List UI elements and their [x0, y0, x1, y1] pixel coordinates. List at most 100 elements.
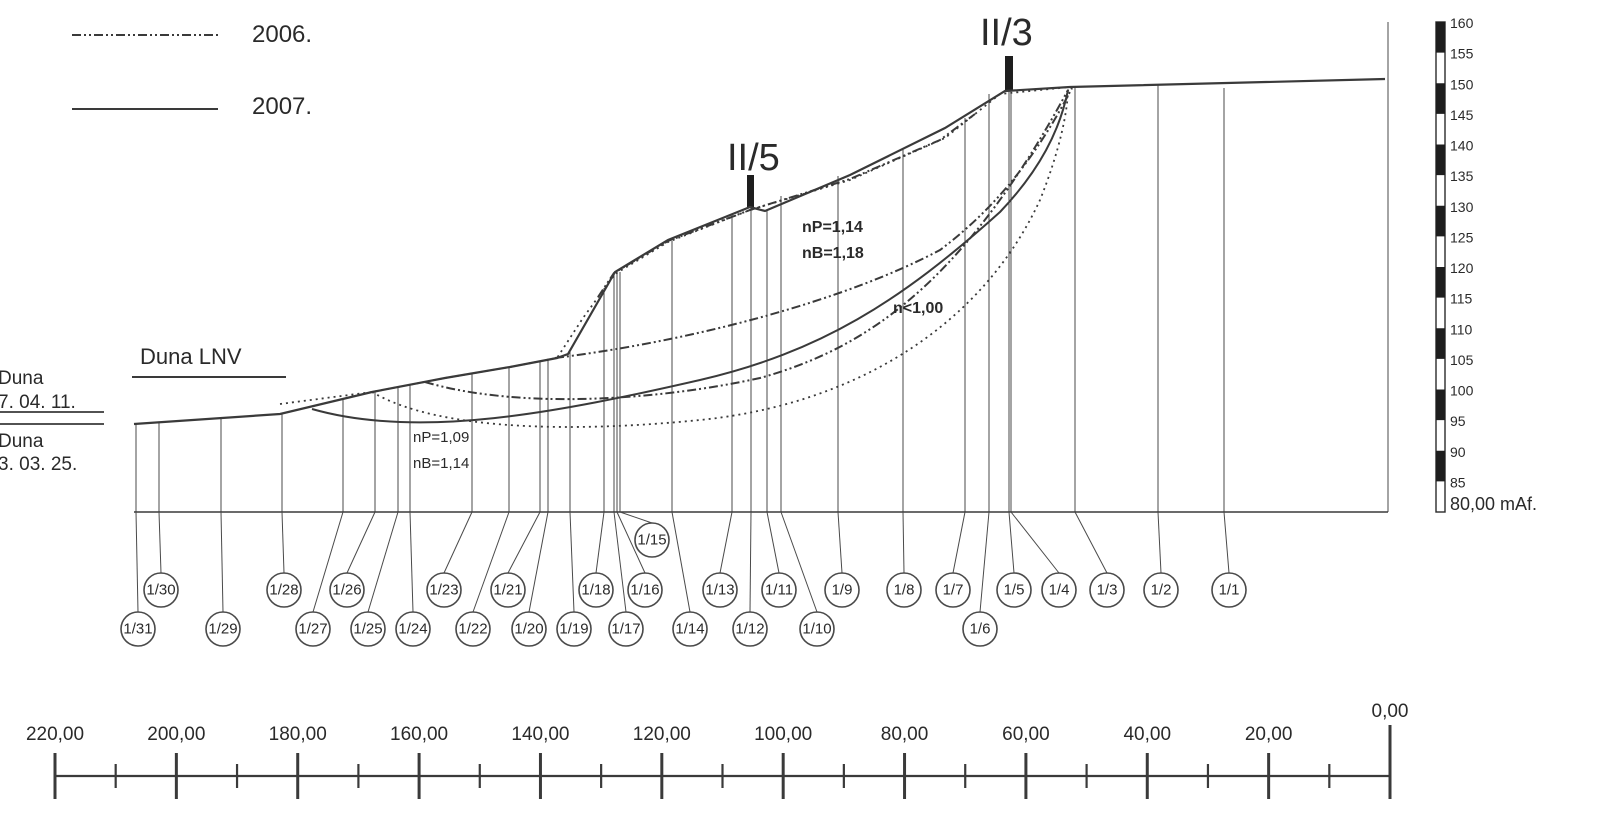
borehole-bubble-1-12: 1/12: [732, 611, 768, 647]
river-level-top-date: 7. 04. 11.: [0, 392, 76, 413]
borehole-label: 1/25: [353, 621, 382, 638]
distance-scale: 220,00 200,00 180,00 160,00 140,00 120,00 100,…: [26, 701, 1408, 799]
borehole-bubble-1-11: 1/11: [761, 572, 797, 608]
borehole-label: 1/5: [1004, 582, 1025, 599]
borehole-bubble-1-13: 1/13: [702, 572, 738, 608]
borehole-leader-1-21: [507, 511, 541, 574]
borehole-bubble-1-1: 1/1: [1211, 572, 1247, 608]
borehole-leader-1-5: [1008, 511, 1015, 574]
borehole-leader-1-27: [312, 511, 344, 613]
distance-tick-label: 100,00: [754, 724, 812, 745]
elevation-scale-segment: [1436, 450, 1445, 482]
borehole-leader-1-15: [619, 511, 653, 524]
bubble-circle: [732, 611, 768, 647]
borehole-bubble-1-26: 1/26: [329, 572, 365, 608]
borehole-label: 1/7: [943, 582, 964, 599]
borehole-bubble-1-18: 1/18: [578, 572, 614, 608]
borehole-leader-1-14: [671, 511, 691, 613]
borehole-bubble-1-4: 1/4: [1041, 572, 1077, 608]
borehole-leader-1-6: [979, 511, 990, 613]
distance-tick-label: 120,00: [633, 724, 691, 745]
bubble-circle: [295, 611, 331, 647]
factor-mid: n<1,00: [893, 300, 943, 317]
elevation-scale-segment: [1436, 205, 1445, 237]
borehole-label: 1/18: [581, 582, 610, 599]
distance-tick-label: 60,00: [1002, 724, 1050, 745]
bubble-circle: [426, 572, 462, 608]
borehole-label: 1/21: [493, 582, 522, 599]
bubble-circle: [578, 572, 614, 608]
borehole-bubble-1-22: 1/22: [455, 611, 491, 647]
borehole-bubble-1-23: 1/23: [426, 572, 462, 608]
bubble-circle: [886, 572, 922, 608]
elevation-scale-segment: [1436, 389, 1445, 421]
borehole-label: 1/28: [269, 582, 298, 599]
bubble-circle: [761, 572, 797, 608]
elevation-tick-label: 125: [1450, 229, 1474, 245]
elevation-tick-label: 160: [1450, 15, 1474, 31]
bubble-circle: [824, 572, 860, 608]
borehole-label: 1/26: [332, 582, 361, 599]
borehole-leader-1-30: [158, 511, 162, 574]
bubble-circle: [395, 611, 431, 647]
bubble-circle: [455, 611, 491, 647]
section-label-left: II/5: [727, 137, 780, 179]
borehole-leader-1-22: [472, 511, 510, 613]
borehole-bubble-1-9: 1/9: [824, 572, 860, 608]
section-marker-left: [747, 175, 754, 208]
borehole-label: 1/23: [429, 582, 458, 599]
section-marker-right: [1005, 56, 1013, 90]
borehole-bubble-1-24: 1/24: [395, 611, 431, 647]
elevation-tick-label: 85: [1450, 474, 1466, 490]
elevation-tick-label: 100: [1450, 383, 1474, 399]
borehole-bubble-1-5: 1/5: [996, 572, 1032, 608]
borehole-bubble-1-15: 1/15: [634, 522, 670, 558]
borehole-leader-1-8: [902, 511, 905, 574]
borehole-label: 1/30: [146, 582, 175, 599]
elevation-tick-label: 140: [1450, 138, 1474, 154]
bubble-circle: [1143, 572, 1179, 608]
borehole-label: 1/29: [208, 621, 237, 638]
slip-surface-2007: [311, 89, 1069, 424]
elevation-tick-label: 135: [1450, 168, 1474, 184]
bubble-circle: [1041, 572, 1077, 608]
borehole-leader-1-29: [220, 511, 224, 613]
river-level-bottom-date: 3. 03. 25.: [0, 454, 77, 475]
borehole-bubble-1-19: 1/19: [556, 611, 592, 647]
elevation-tick-label: 130: [1450, 199, 1474, 215]
borehole-leader-1-26: [346, 511, 376, 574]
legend: 2006. 2007.: [72, 21, 312, 120]
slip-surface-2006-lower: [424, 89, 1069, 401]
borehole-leader-1-13: [719, 511, 733, 574]
borehole-label: 1/11: [765, 582, 793, 599]
borehole-bubble-1-17: 1/17: [608, 611, 644, 647]
borehole-label: 1/13: [705, 582, 734, 599]
borehole-label: 1/12: [735, 621, 764, 638]
bubble-circle: [627, 572, 663, 608]
river-label: Duna LNV: [140, 344, 242, 369]
elevation-scale-segment: [1436, 83, 1445, 114]
slip-surface-2006-upper: [554, 87, 1073, 359]
borehole-leader-1-28: [281, 511, 285, 574]
borehole-label: 1/6: [970, 621, 991, 638]
borehole-label: 1/27: [298, 621, 327, 638]
river-level-top-name: Duna: [0, 368, 44, 389]
elevation-tick-label: 150: [1450, 76, 1474, 92]
elevation-tick-label: 90: [1450, 444, 1466, 460]
bubble-circle: [329, 572, 365, 608]
elevation-scale-segment: [1436, 144, 1445, 176]
bubble-circle: [996, 572, 1032, 608]
borehole-label: 1/16: [630, 582, 659, 599]
borehole-bubble-1-16: 1/16: [627, 572, 663, 608]
bubble-circle: [556, 611, 592, 647]
ground-surface-2007: [133, 77, 1386, 426]
borehole-label: 1/9: [832, 582, 853, 599]
borehole-leader-1-2: [1157, 511, 1162, 574]
borehole-bubble-1-29: 1/29: [205, 611, 241, 647]
river-level-bottom-name: Duna: [0, 431, 44, 452]
elevation-scale-segment: [1436, 328, 1445, 359]
borehole-bubble-1-7: 1/7: [935, 572, 971, 608]
bubble-circle: [490, 572, 526, 608]
borehole-bubble-1-14: 1/14: [672, 611, 708, 647]
